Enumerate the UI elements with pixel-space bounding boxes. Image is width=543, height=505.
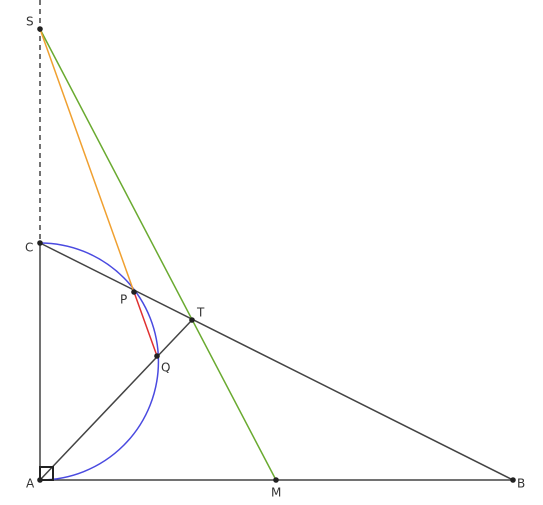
segment-cb [39,242,514,481]
point [131,289,137,295]
semicircle [39,242,160,481]
point [37,240,43,246]
point-label: B [517,477,525,491]
points [37,26,516,483]
point-label: Q [161,361,170,375]
point-label: C [25,241,33,255]
point-label: M [271,486,281,500]
segment-sm [39,28,277,481]
point [510,477,516,483]
right-angle [39,466,54,481]
point [37,26,43,32]
point-label: S [26,15,34,29]
point [189,317,195,323]
segment-sp [39,28,135,293]
point [154,353,160,359]
point [273,477,279,483]
point [37,477,43,483]
point-label: A [26,477,35,491]
point-label: T [196,306,205,320]
segment-at [39,319,193,481]
segment-pq [133,291,158,357]
point-label: P [120,293,127,307]
